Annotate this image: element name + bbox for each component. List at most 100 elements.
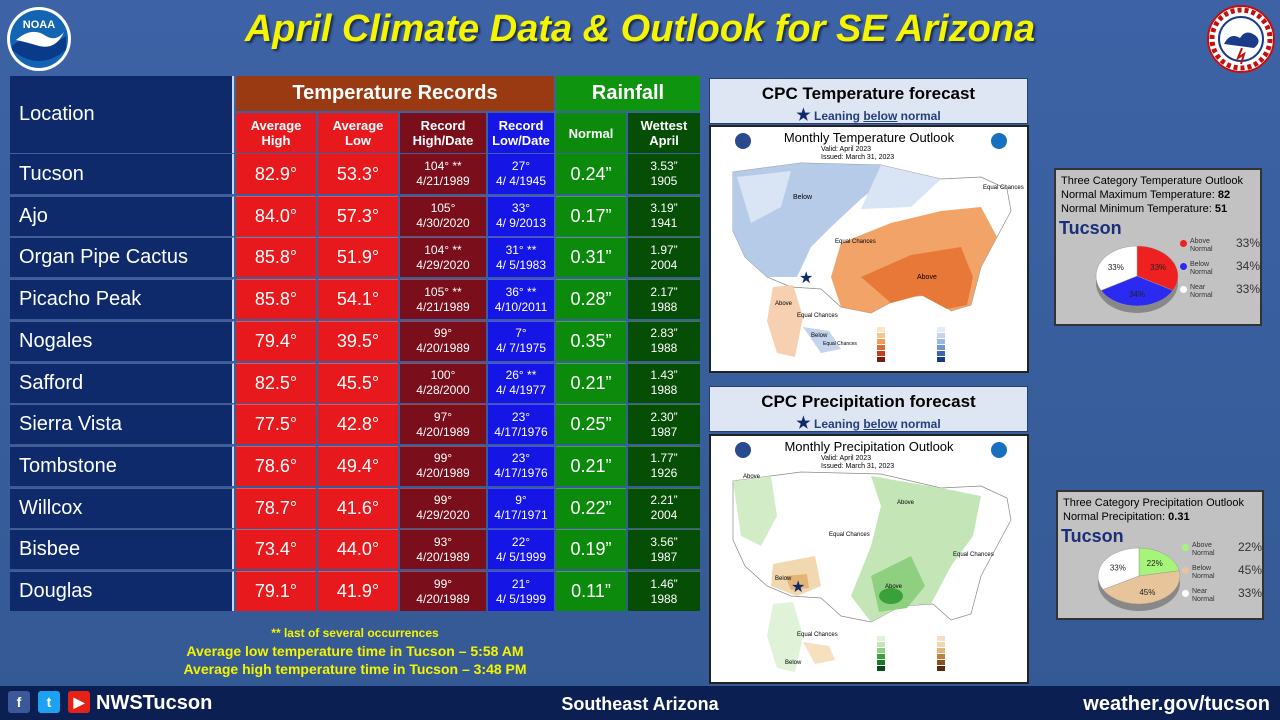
avg-low-cell: 39.5° [318, 320, 398, 361]
col-normal: Normal [556, 113, 626, 153]
wettest-april-cell-line: 2.21” [650, 493, 678, 508]
precip-forecast-title: CPC Precipitation forecast [761, 392, 976, 411]
svg-text:NOAA: NOAA [23, 19, 55, 31]
label-equal-ak: Equal Chances [797, 632, 838, 638]
temp-map-title: Monthly Temperature Outlook [783, 130, 955, 145]
avg-high-cell: 78.6° [236, 445, 316, 486]
label-below-hi: Below [785, 660, 802, 666]
record-low-cell-line: 4/17/1976 [494, 424, 548, 439]
normal-rain-cell: 0.22” [556, 487, 626, 528]
record-low-cell-line: 33° [511, 201, 531, 216]
wettest-april-cell-line: 3.19” [650, 201, 678, 216]
precip-issued: Issued: March 31, 2023 [821, 463, 895, 470]
col-wettest-april: Wettest April [628, 113, 700, 153]
table-row: Ajo 84.0° 57.3° 105° 4/30/2020 33° 4/ 9/2013 0.… [10, 195, 700, 236]
pie-slice-label: 33% [1110, 563, 1126, 572]
col-record-low: Record Low/Date [488, 113, 554, 153]
footer-url-link[interactable]: weather.gov/tucson [1083, 693, 1270, 715]
temp-forecast-lean: ★ Leaning below normal [710, 105, 1027, 125]
record-high-cell: 104° ** 4/29/2020 [400, 237, 486, 278]
precip-pie-title: Three Category Precipitation Outlook Nor… [1063, 496, 1244, 524]
temp-pie-title: Three Category Temperature Outlook Norma… [1061, 174, 1243, 216]
record-low-cell-line: 36° ** [505, 284, 537, 299]
label-below: Below [793, 194, 813, 201]
record-high-cell-line: 104° ** [424, 242, 462, 257]
record-low-cell-line: 7° [515, 326, 527, 341]
label-above-central: Above [897, 500, 915, 506]
label-equal-hi: Equal Chances [823, 341, 857, 347]
record-high-cell-line: 99° [433, 493, 453, 508]
precip-pie-chart: 22% 45% 33% [1097, 547, 1181, 611]
temp-forecast-header: CPC Temperature forecast ★ Leaning below… [709, 78, 1028, 124]
table-row: Safford 82.5° 45.5° 100° 4/28/2000 26° ** 4/ 4… [10, 362, 700, 403]
normal-rain-cell: 0.19” [556, 529, 626, 570]
legend-swatch [1182, 590, 1189, 597]
legend-label: Above Normal [1190, 238, 1213, 253]
legend-swatch [1182, 567, 1189, 574]
record-low-cell-line: 23° [511, 409, 531, 424]
precip-valid: Valid: April 2023 [821, 455, 872, 462]
record-high-cell-line: 99° [433, 326, 453, 341]
footer-bar [0, 686, 1280, 720]
wettest-april-cell: 1.97” 2004 [628, 237, 700, 278]
wettest-april-cell-line: 1988 [650, 591, 678, 606]
record-high-cell-line: 4/28/2000 [416, 383, 470, 397]
pie-slice-label: 45% [1139, 588, 1155, 597]
location-cell: Picacho Peak [10, 279, 234, 320]
record-high-cell-line: 97° [433, 409, 453, 424]
precip-forecast-header: CPC Precipitation forecast ★ Leaning bel… [709, 386, 1028, 432]
temp-map-meta: Valid: April 2023 Issued: March 31, 2023 [821, 146, 894, 162]
lean-word: below [863, 109, 898, 123]
wettest-april-cell: 2.17” 1988 [628, 279, 700, 320]
avg-high-cell: 85.8° [236, 279, 316, 320]
max-temp-label: Normal Maximum Temperature: [1061, 189, 1218, 201]
record-low-cell-line: 4/10/2011 [494, 299, 548, 314]
label-above-west: Above [743, 474, 761, 480]
lean-word: below [863, 417, 898, 431]
record-low-cell-line: 26° ** [505, 368, 537, 382]
wettest-april-cell-line: 3.56” [650, 534, 678, 549]
table-row: Picacho Peak 85.8° 54.1° 105° ** 4/21/1989 36… [10, 279, 700, 320]
wettest-april-cell-line: 1988 [650, 383, 678, 397]
record-low-cell-line: 31° ** [505, 242, 537, 257]
record-low-cell-line: 4/ 4/1945 [495, 174, 547, 188]
page-title: April Climate Data & Outlook for SE Ariz… [244, 8, 1036, 50]
social-handle[interactable]: NWSTucson [96, 692, 213, 714]
record-high-cell: 97° 4/20/1989 [400, 404, 486, 445]
climate-table: Location Temperature Records Rainfall Av… [10, 76, 700, 612]
record-low-cell: 23° 4/17/1976 [488, 404, 554, 445]
twitter-icon[interactable]: t [38, 691, 60, 713]
noaa-seal-icon [991, 133, 1007, 149]
record-low-cell-line: 4/ 7/1975 [495, 341, 547, 356]
col-average-low: Average Low [318, 113, 398, 153]
record-high-cell: 99° 4/20/1989 [400, 320, 486, 361]
record-low-cell-line: 4/ 9/2013 [495, 216, 547, 231]
record-low-cell: 21° 4/ 5/1999 [488, 571, 554, 611]
location-cell: Douglas [10, 571, 234, 611]
legend-value: 33% [1238, 586, 1263, 600]
normal-rain-cell: 0.17” [556, 195, 626, 236]
precip-outlook-map: Monthly Precipitation Outlook Valid: Apr… [709, 434, 1029, 684]
normal-precip-value: 0.31 [1168, 511, 1190, 523]
wettest-april-cell-line: 1941 [650, 216, 678, 231]
avg-high-cell: 78.7° [236, 487, 316, 528]
legend-swatch [1180, 286, 1187, 293]
wettest-april-cell: 3.56” 1987 [628, 529, 700, 570]
location-cell: Ajo [10, 195, 234, 236]
record-low-cell: 7° 4/ 7/1975 [488, 320, 554, 361]
record-high-cell: 104° ** 4/21/1989 [400, 154, 486, 194]
record-high-cell-line: 4/20/1989 [416, 549, 470, 564]
wettest-april-cell-line: 2.30” [650, 409, 678, 424]
nws-logo [1207, 5, 1275, 73]
record-low-cell: 22° 4/ 5/1999 [488, 529, 554, 570]
wettest-april-cell: 1.77” 1926 [628, 445, 700, 486]
legend-label: Near Normal [1192, 588, 1215, 603]
youtube-icon[interactable]: ▶ [68, 691, 90, 713]
facebook-icon[interactable]: f [8, 691, 30, 713]
legend-label: Below Normal [1190, 261, 1213, 276]
avg-low-cell: 44.0° [318, 529, 398, 570]
avg-low-cell: 54.1° [318, 279, 398, 320]
record-low-cell-line: 4/ 4/1977 [495, 383, 547, 397]
location-cell: Bisbee [10, 529, 234, 570]
record-low-cell-line: 4/ 5/1999 [495, 549, 547, 564]
